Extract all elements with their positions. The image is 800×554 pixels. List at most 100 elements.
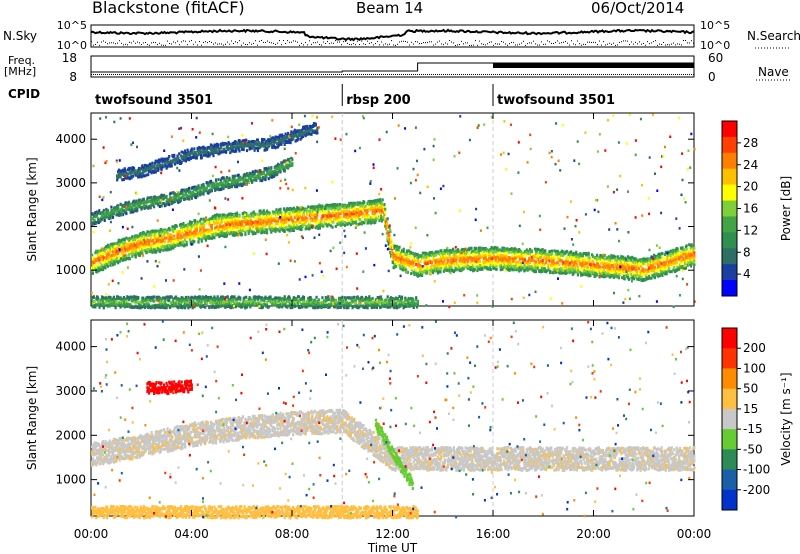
nave-point (287, 74, 288, 75)
power-cell (115, 245, 118, 249)
power-cell (240, 222, 244, 226)
power-cell (673, 266, 676, 269)
nave-point (401, 74, 402, 75)
nsearch-point (483, 43, 484, 45)
nave-point (393, 74, 394, 75)
nsearch-point (229, 43, 230, 45)
power-cell (202, 217, 205, 221)
power-cell (209, 231, 213, 235)
power-cell (110, 261, 113, 265)
power-cell (185, 240, 188, 244)
nave-point (509, 74, 510, 75)
power-cell (240, 228, 243, 232)
nave-point (329, 74, 330, 75)
nave-point (693, 74, 694, 75)
nave-point (223, 74, 224, 75)
nave-point (177, 74, 178, 75)
nave-point (311, 74, 312, 75)
nsearch-point (503, 41, 504, 43)
power-cell (169, 247, 172, 251)
nsearch-point (637, 43, 638, 45)
nsearch-point (405, 40, 406, 42)
power-cell (184, 238, 187, 242)
nsearch-point (325, 43, 326, 45)
nsearch-point (95, 43, 96, 45)
power-cell (131, 254, 134, 258)
cpid-segment-label: rbsp 200 (346, 93, 410, 108)
nsearch-point (251, 43, 252, 45)
nsearch-point (129, 41, 130, 43)
nave-point (335, 74, 336, 75)
nave-point (613, 74, 614, 75)
power-cell (427, 257, 430, 261)
power-cell (187, 222, 190, 226)
nave-point (593, 74, 594, 75)
nsearch-point (435, 43, 436, 45)
nave-point (265, 74, 266, 75)
nsearch-point (143, 42, 144, 44)
nsearch-point (585, 43, 586, 45)
nsearch-point (569, 44, 570, 46)
nave-point (541, 74, 542, 75)
power-cell (384, 211, 387, 215)
freq-dense-series (493, 63, 694, 68)
nave-point (371, 74, 372, 75)
nave-point (379, 74, 380, 75)
nsearch-point (285, 42, 286, 44)
power-cell (410, 272, 413, 276)
nsearch-point (495, 43, 496, 45)
power-cell (397, 248, 400, 252)
nave-point (615, 74, 616, 75)
power-cell (220, 220, 223, 224)
power-cell (170, 236, 173, 240)
power-cell (467, 259, 470, 263)
nave-point (261, 74, 262, 75)
nsearch-point (605, 44, 606, 46)
nsearch-point (389, 43, 390, 45)
nave-point (173, 74, 174, 75)
power-cell (147, 245, 150, 249)
power-cell (91, 270, 94, 274)
power-cell (227, 218, 230, 222)
power-cell (221, 213, 224, 217)
power-cell (218, 228, 221, 232)
nsearch-point (685, 40, 686, 42)
nave-point (617, 74, 618, 75)
nave-point (661, 74, 662, 75)
nsearch-point (489, 41, 490, 43)
nsearch-point (301, 42, 302, 44)
power-cell (101, 251, 104, 255)
nsearch-point (173, 41, 174, 43)
nsearch-point (461, 40, 462, 42)
power-cell (220, 225, 223, 229)
nave-point (571, 74, 572, 75)
nsearch-point (447, 43, 448, 45)
nave-point (561, 74, 562, 75)
nsearch-point (547, 40, 548, 42)
power-cell (161, 242, 164, 246)
nsearch-point (469, 44, 470, 46)
power-cell (227, 222, 230, 226)
power-cell (251, 223, 254, 227)
nsearch-point (557, 40, 558, 42)
power-cell (188, 224, 191, 228)
nave-point (663, 74, 664, 75)
power-cell (163, 228, 167, 232)
power-cell (147, 230, 150, 234)
power-cell (163, 234, 166, 238)
power-cell (96, 250, 99, 254)
nsearch-point (319, 43, 320, 45)
power-cell (196, 220, 199, 224)
power-cell (288, 229, 291, 233)
power-cell (137, 234, 141, 238)
nave-point (333, 74, 334, 75)
nave-point (591, 74, 592, 75)
nsearch-point (665, 44, 666, 46)
nsearch-point (609, 42, 610, 44)
nave-point (559, 74, 560, 75)
nsearch-point (163, 44, 164, 46)
nave-point (381, 74, 382, 75)
power-cell (226, 216, 229, 219)
nave-point (319, 74, 320, 75)
nsearch-point (563, 41, 564, 43)
